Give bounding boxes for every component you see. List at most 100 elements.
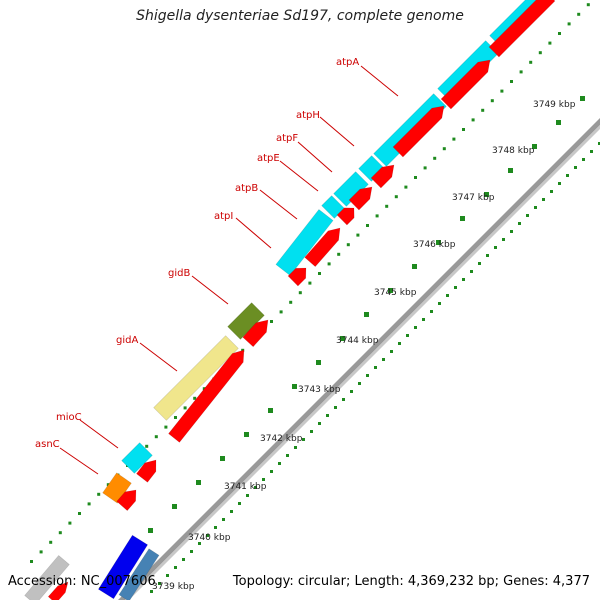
gene-label-atpA: atpA — [336, 57, 359, 68]
tick-mark — [174, 566, 177, 569]
tick-mark — [292, 384, 297, 389]
tick-mark — [558, 32, 561, 35]
tick-mark — [598, 142, 600, 145]
scale-label: 3747 kbp — [452, 193, 495, 203]
tick-mark — [398, 342, 401, 345]
tick-mark — [150, 590, 153, 593]
gene-arrow — [304, 227, 341, 268]
tick-mark — [158, 582, 161, 585]
tick-mark — [526, 214, 529, 217]
scale-label: 3749 kbp — [533, 100, 576, 110]
gene-leader-line — [279, 160, 319, 192]
tick-mark — [198, 542, 201, 545]
gene-block-asnC — [102, 472, 132, 504]
tick-mark — [574, 166, 577, 169]
tick-mark — [471, 118, 475, 122]
tick-mark — [254, 486, 257, 489]
tick-mark — [190, 550, 193, 553]
tick-mark — [87, 502, 91, 506]
tick-mark — [436, 240, 441, 245]
tick-mark — [446, 294, 449, 297]
gene-arrow — [370, 164, 395, 189]
tick-mark — [519, 70, 523, 74]
tick-mark — [302, 438, 305, 441]
gene-block-mioC — [121, 442, 153, 474]
tick-mark — [374, 366, 377, 369]
tick-mark — [310, 430, 313, 433]
scale-label: 3746 kbp — [413, 240, 456, 250]
gene-leader-line — [235, 217, 272, 249]
tick-mark — [278, 462, 281, 465]
tick-mark — [388, 288, 393, 293]
tick-mark — [262, 478, 265, 481]
tick-mark — [454, 286, 457, 289]
genome-backbone-shadow — [125, 125, 600, 600]
tick-mark — [375, 214, 379, 218]
tick-mark — [385, 204, 389, 208]
tick-mark — [484, 192, 489, 197]
tick-mark — [366, 374, 369, 377]
gene-label-gidB: gidB — [168, 268, 190, 279]
tick-mark — [214, 526, 217, 529]
tick-mark — [318, 272, 321, 275]
tick-mark — [289, 300, 293, 304]
gene-arrow — [488, 0, 556, 58]
tick-mark — [534, 206, 537, 209]
gene-arrow — [116, 489, 137, 512]
tick-mark — [244, 432, 249, 437]
tick-mark — [97, 492, 101, 496]
scale-label: 3741 kbp — [224, 482, 267, 492]
tick-mark — [414, 326, 417, 329]
scale-label: 3744 kbp — [336, 336, 379, 346]
tick-mark — [148, 528, 153, 533]
genome-backbone — [118, 118, 600, 600]
tick-mark — [358, 382, 361, 385]
tick-mark — [106, 483, 110, 487]
gene-leader-line — [139, 342, 178, 372]
tick-mark — [172, 504, 177, 509]
gene-leader-line — [79, 419, 119, 449]
tick-mark — [145, 444, 149, 448]
gene-arrow — [440, 59, 491, 110]
tick-mark — [183, 406, 187, 410]
tick-mark — [174, 416, 177, 419]
tick-mark — [422, 318, 425, 321]
tick-mark — [334, 406, 337, 409]
tick-mark — [460, 216, 465, 221]
tick-mark — [567, 22, 571, 26]
scale-label: 3745 kbp — [374, 288, 417, 298]
genome-summary-text: Topology: circular; Length: 4,369,232 bp… — [232, 574, 590, 589]
gene-block — [97, 534, 149, 600]
tick-mark — [316, 360, 321, 365]
tick-mark — [490, 99, 494, 103]
tick-mark — [342, 398, 345, 401]
map-title: Shigella dysenteriae Sd197, complete gen… — [136, 8, 464, 24]
gene-arrow — [348, 186, 373, 211]
tick-mark — [542, 198, 545, 201]
tick-mark — [68, 521, 72, 525]
tick-mark — [78, 512, 81, 515]
tick-mark — [206, 534, 209, 537]
tick-mark — [164, 425, 168, 429]
tick-mark — [481, 108, 485, 112]
tick-mark — [442, 147, 446, 151]
tick-mark — [556, 120, 561, 125]
tick-mark — [470, 270, 473, 273]
gene-arrow — [136, 459, 157, 483]
tick-mark — [220, 456, 225, 461]
tick-mark — [577, 12, 581, 16]
scale-label: 3739 kbp — [152, 582, 195, 592]
tick-mark — [390, 350, 393, 353]
tick-mark — [404, 185, 408, 189]
tick-mark — [462, 278, 465, 281]
tick-mark — [166, 574, 169, 577]
tick-mark — [518, 222, 521, 225]
gene-leader-line — [191, 275, 229, 305]
tick-mark — [412, 264, 417, 269]
tick-mark — [462, 128, 465, 131]
tick-mark — [452, 137, 456, 141]
tick-mark — [406, 334, 409, 337]
tick-mark — [30, 560, 33, 563]
tick-mark — [182, 558, 185, 561]
gene-label-asnC: asnC — [35, 439, 60, 450]
